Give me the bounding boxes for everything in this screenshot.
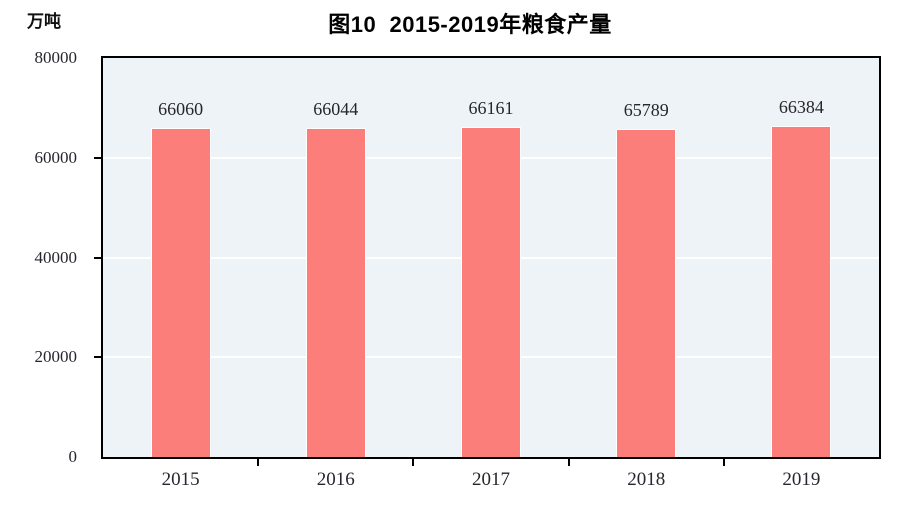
bar xyxy=(305,127,366,457)
x-axis-tick-label: 2019 xyxy=(782,469,821,490)
plot-area xyxy=(101,56,881,459)
y-axis-tick-label: 40000 xyxy=(34,247,78,267)
y-axis-tick-label: 80000 xyxy=(34,48,78,67)
bar xyxy=(771,125,832,457)
y-axis-tick-label: 20000 xyxy=(34,347,78,367)
x-axis-tick-mark xyxy=(567,459,570,466)
x-axis-tick-label: 2017 xyxy=(472,469,510,490)
bar xyxy=(461,127,521,457)
bar-value-label: 66060 xyxy=(158,98,204,119)
y-axis-tick-label: 0 xyxy=(68,447,78,466)
chart-title: 图10 2015-2019年粮食产量 xyxy=(328,12,612,37)
bar-value-label: 65789 xyxy=(623,99,669,120)
bar-value-label: 66384 xyxy=(778,96,824,117)
x-axis-tick-mark xyxy=(412,459,415,466)
x-axis-tick-label: 2015 xyxy=(161,469,200,490)
bar xyxy=(616,128,677,457)
bar-value-label: 66161 xyxy=(468,98,514,119)
x-axis-tick-label: 2016 xyxy=(316,469,355,490)
y-axis-tick-mark xyxy=(94,156,101,159)
x-axis-tick-label: 2018 xyxy=(627,469,666,490)
y-axis-tick-label: 60000 xyxy=(34,147,78,167)
y-axis-tick-mark xyxy=(94,356,101,359)
y-axis-tick-mark xyxy=(94,256,101,259)
y-axis-unit-label: 万吨 xyxy=(27,12,61,31)
bar-value-label: 66044 xyxy=(313,98,359,119)
x-axis-tick-mark xyxy=(722,459,725,466)
x-axis-tick-mark xyxy=(257,459,260,466)
bar xyxy=(150,127,211,457)
